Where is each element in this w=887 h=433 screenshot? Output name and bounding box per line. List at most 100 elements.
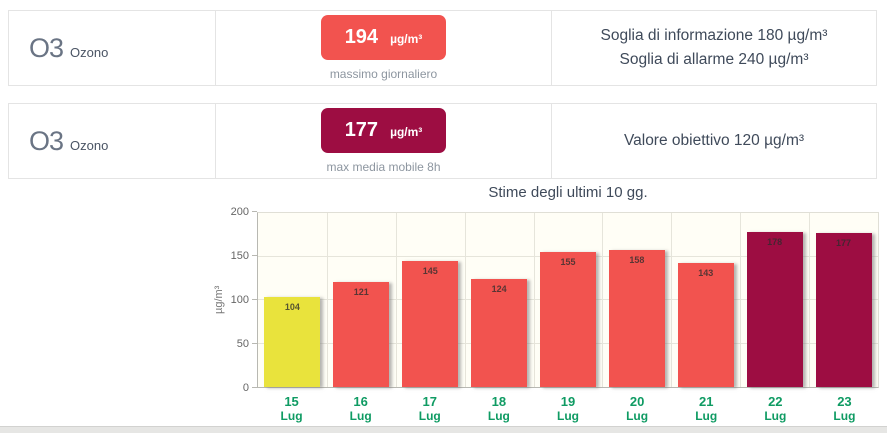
- bar-15-lug[interactable]: 104: [264, 296, 321, 387]
- bar-slot: 178: [740, 213, 809, 387]
- x-tick-label: 22 Lug: [741, 394, 810, 423]
- bar-value-label: 145: [422, 265, 438, 276]
- x-tick-month: Lug: [833, 409, 856, 423]
- x-tick-month: Lug: [487, 409, 510, 423]
- x-tick-label: 23 Lug: [810, 394, 879, 423]
- x-tick-day: 18: [491, 394, 507, 409]
- bottom-scroll-strip[interactable]: [0, 426, 887, 433]
- badge-caption: massimo giornaliero: [329, 67, 438, 81]
- y-tick-label: 100: [230, 294, 249, 306]
- y-tick-mark: [252, 343, 257, 344]
- x-tick-month: Lug: [349, 409, 372, 423]
- bar-slot: 177: [809, 213, 878, 387]
- bar-slot: 143: [671, 213, 740, 387]
- y-tick-label: 50: [236, 338, 249, 350]
- chart-title: Stime degli ultimi 10 gg.: [488, 184, 648, 201]
- y-axis-label: µg/m³: [213, 285, 225, 315]
- x-tick-month: Lug: [280, 409, 303, 423]
- x-tick-day: 22: [768, 394, 783, 409]
- bar-23-lug[interactable]: 177: [815, 233, 872, 387]
- vertical-gridline: [464, 213, 466, 387]
- bar-slot: 155: [534, 213, 603, 387]
- bar-slot: 121: [327, 213, 396, 387]
- threshold-information: Soglia di informazione 180 µg/m³: [600, 27, 828, 44]
- pollutant-cell: O3 Ozono: [9, 11, 216, 85]
- badge-value: 194: [344, 26, 379, 48]
- bar-19-lug[interactable]: 155: [539, 252, 596, 387]
- x-axis: 15 Lug 16 Lug 17 Lug 18 Lug 19 Lug 20 Lug 21 Lug 22 Lug…: [257, 394, 879, 426]
- x-tick-day: 19: [560, 394, 576, 409]
- bar-20-lug[interactable]: 158: [608, 249, 665, 387]
- bar-22-lug[interactable]: 178: [746, 232, 803, 387]
- threshold-alarm: Soglia di allarme 240 µg/m³: [619, 51, 809, 68]
- x-tick-label: 18 Lug: [464, 394, 533, 423]
- y-axis: 0 50 100 150 200: [226, 206, 257, 394]
- x-tick-label: 15 Lug: [257, 394, 326, 423]
- badge-caption: max media mobile 8h: [326, 160, 441, 174]
- vertical-gridline: [395, 213, 397, 387]
- bar-slot: 145: [396, 213, 465, 387]
- bar-value-label: 177: [836, 238, 852, 249]
- x-tick-day: 23: [837, 394, 852, 409]
- pollutant-name: Ozono: [70, 44, 109, 60]
- bar-value-label: 143: [698, 267, 714, 278]
- vertical-gridline: [671, 213, 673, 387]
- y-tick-mark: [252, 387, 257, 388]
- x-tick-label: 20 Lug: [603, 394, 672, 423]
- x-tick-day: 21: [698, 394, 714, 409]
- vertical-gridline: [602, 213, 604, 387]
- vertical-gridline: [809, 213, 811, 387]
- y-tick-mark: [252, 255, 257, 256]
- x-tick-label: 17 Lug: [395, 394, 464, 423]
- bar-18-lug[interactable]: 124: [471, 279, 528, 387]
- pollutant-name: Ozono: [70, 137, 109, 153]
- x-tick-day: 20: [629, 394, 645, 409]
- y-tick-mark: [252, 299, 257, 300]
- value-cell: 177 µg/m³ max media mobile 8h: [216, 104, 552, 178]
- badge-unit: µg/m³: [390, 32, 423, 46]
- bar-slot: 158: [602, 213, 671, 387]
- badge-value: 177: [344, 119, 379, 141]
- vertical-gridline: [533, 213, 535, 387]
- y-tick-label: 150: [230, 250, 249, 262]
- x-tick-month: Lug: [695, 409, 718, 423]
- x-tick-label: 19 Lug: [533, 394, 602, 423]
- x-tick-month: Lug: [556, 409, 579, 423]
- x-tick-day: 15: [284, 394, 299, 409]
- vertical-gridline: [326, 213, 328, 387]
- bar-value-label: 104: [284, 301, 300, 312]
- x-tick-day: 17: [422, 394, 437, 409]
- threshold-cell: Soglia di informazione 180 µg/m³ Soglia …: [552, 11, 876, 85]
- badge-unit: µg/m³: [390, 125, 423, 139]
- bar-slot: 104: [258, 213, 327, 387]
- threshold-target: Valore obiettivo 120 µg/m³: [623, 132, 805, 149]
- pollutant-symbol: O3: [29, 125, 64, 156]
- bar-value-label: 158: [629, 254, 645, 265]
- x-tick-label: 16 Lug: [326, 394, 395, 423]
- bar-value-label: 155: [560, 257, 576, 268]
- y-tick-label: 200: [230, 206, 249, 218]
- bar-slot: 124: [465, 213, 534, 387]
- card-ozone-8h-max: O3 Ozono 177 µg/m³ max media mobile 8h V…: [8, 103, 877, 179]
- x-tick-month: Lug: [764, 409, 787, 423]
- bar-17-lug[interactable]: 145: [402, 260, 459, 387]
- x-tick-month: Lug: [418, 409, 441, 423]
- bar-value-label: 121: [353, 286, 369, 297]
- value-cell: 194 µg/m³ massimo giornaliero: [216, 11, 552, 85]
- x-tick-label: 21 Lug: [672, 394, 741, 423]
- bar-16-lug[interactable]: 121: [333, 281, 390, 387]
- value-badge-daily-max: 194 µg/m³: [320, 15, 447, 60]
- pollutant-symbol: O3: [29, 32, 64, 63]
- x-tick-day: 16: [353, 394, 368, 409]
- x-tick-month: Lug: [626, 409, 649, 423]
- pollutant-cell: O3 Ozono: [9, 104, 216, 178]
- y-tick-label: 0: [242, 382, 249, 394]
- bar-21-lug[interactable]: 143: [677, 262, 734, 387]
- card-ozone-daily-max: O3 Ozono 194 µg/m³ massimo giornaliero S…: [8, 10, 877, 86]
- bar-chart-plot-area: 104 121 145 124 155 158 143 178 177: [257, 212, 879, 388]
- bar-value-label: 178: [767, 237, 783, 248]
- bar-value-label: 124: [491, 284, 507, 295]
- y-tick-mark: [252, 211, 257, 212]
- vertical-gridline: [740, 213, 742, 387]
- value-badge-8h-max: 177 µg/m³: [320, 108, 447, 153]
